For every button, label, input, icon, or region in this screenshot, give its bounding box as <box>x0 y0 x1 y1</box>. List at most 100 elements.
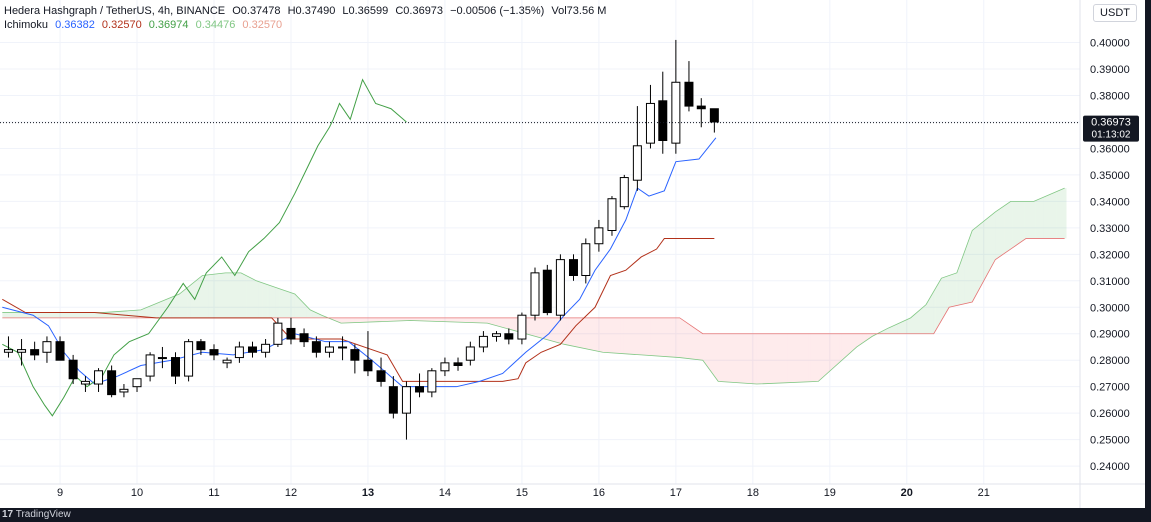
cloud-segment <box>697 329 699 360</box>
cloud-segment <box>248 276 251 318</box>
cloud-segment <box>277 288 280 318</box>
price-axis[interactable]: 0.400000.390000.380000.370000.360000.350… <box>1079 0 1139 508</box>
tradingview-logo-icon[interactable]: 17 <box>2 509 14 520</box>
cloud-segment <box>791 333 794 383</box>
cloud-segment <box>633 317 636 355</box>
cloud-segment <box>799 333 801 383</box>
cloud-segment <box>810 333 813 382</box>
cloud-segment <box>1054 191 1057 239</box>
cloud-segment <box>275 287 278 318</box>
cloud-segment <box>1060 188 1063 239</box>
cloud-segment <box>698 331 701 360</box>
cloud-segment <box>573 317 576 347</box>
cloud-segment <box>67 312 70 318</box>
cloud-segment <box>1053 192 1055 239</box>
cloud-segment <box>46 312 49 318</box>
cloud-segment <box>725 333 728 383</box>
candle-body-up <box>42 341 52 353</box>
cloud-segment <box>296 296 299 318</box>
candle-body-up <box>619 177 629 208</box>
indicator-row[interactable]: Ichimoku 0.36382 0.32570 0.36974 0.34476… <box>4 18 610 32</box>
cloud-segment <box>579 317 582 348</box>
cloud-segment <box>1010 201 1013 250</box>
candle-body-up <box>401 386 411 414</box>
cloud-segment <box>231 272 234 318</box>
cloud-segment <box>358 317 361 323</box>
cloud-segment <box>1058 189 1061 239</box>
cloud-segment <box>543 317 546 340</box>
cloud-segment <box>995 210 998 260</box>
cloud-segment <box>895 324 898 334</box>
cloud-segment <box>227 272 230 318</box>
cloud-segment <box>587 317 590 350</box>
cloud-segment <box>264 283 266 318</box>
cloud-segment <box>233 272 236 318</box>
brand-label[interactable]: TradingView <box>15 509 71 520</box>
cloud-segment <box>441 317 444 322</box>
cloud-segment <box>179 292 182 318</box>
cloud-segment <box>11 312 14 318</box>
change-value: −0.00506 (−1.35%) <box>450 5 545 17</box>
cloud-segment <box>802 333 805 383</box>
candle-body-up <box>517 314 527 340</box>
time-tick-label: 10 <box>131 487 143 499</box>
cloud-segment <box>912 314 915 334</box>
cloud-segment <box>100 312 103 318</box>
cloud-segment <box>600 317 603 353</box>
cloud-segment <box>364 317 367 323</box>
indicator-name[interactable]: Ichimoku <box>4 19 49 31</box>
cloud-segment <box>935 284 938 331</box>
cloud-segment <box>710 333 713 374</box>
cloud-segment <box>423 317 426 322</box>
cloud-segment <box>922 306 925 334</box>
cloud-segment <box>537 317 540 338</box>
candle-body-up <box>632 145 642 181</box>
candle-body-down <box>415 386 425 393</box>
cloud-segment <box>891 325 894 334</box>
cloud-segment <box>870 333 873 338</box>
cloud-segment <box>1033 200 1036 239</box>
cloud-segment <box>433 317 436 322</box>
currency-unit-button[interactable]: USDT <box>1093 4 1137 22</box>
cloud-segment <box>621 317 624 354</box>
cloud-segment <box>212 274 214 318</box>
lagging-value: 0.36974 <box>148 19 189 31</box>
cloud-segment <box>402 317 405 321</box>
candle-body-up <box>324 346 334 353</box>
candle-body-down <box>684 81 694 107</box>
cloud-segment <box>889 326 892 334</box>
cloud-segment <box>785 333 788 383</box>
cloud-segment <box>800 333 803 383</box>
cloud-segment <box>410 317 413 321</box>
cloud-segment <box>439 317 442 322</box>
cloud-segment <box>421 317 424 321</box>
cloud-segment <box>652 317 655 356</box>
cloud-segment <box>36 312 39 318</box>
time-tick-label: 13 <box>362 487 374 499</box>
cloud-segment <box>691 325 694 360</box>
cloud-segment <box>346 317 349 323</box>
cloud-segment <box>448 317 451 322</box>
cloud-segment <box>841 333 844 361</box>
cloud-segment <box>718 333 721 382</box>
cloud-segment <box>369 317 372 323</box>
cloud-segment <box>941 277 944 321</box>
cloud-segment <box>681 319 684 358</box>
cloud-segment <box>154 303 157 318</box>
candle-body-up <box>80 380 90 385</box>
cloud-segment <box>435 317 438 322</box>
cloud-segment <box>650 317 653 356</box>
time-axis[interactable]: 9 10 11 12 13 14 15 16 17 18 19 20 21 <box>0 483 1145 499</box>
cloud-segment <box>899 322 902 334</box>
cloud-segment <box>631 317 634 355</box>
cloud-segment <box>508 317 511 330</box>
cloud-segment <box>304 303 307 318</box>
symbol-title[interactable]: Hedera Hashgraph / TetherUS, 4h, BINANCE <box>4 5 226 17</box>
chart-grid <box>0 0 1080 484</box>
cloud-segment <box>639 317 642 355</box>
cloud-segment <box>206 274 209 318</box>
cloud-segment <box>866 333 869 341</box>
cloud-segment <box>989 215 992 271</box>
cloud-segment <box>608 317 611 353</box>
